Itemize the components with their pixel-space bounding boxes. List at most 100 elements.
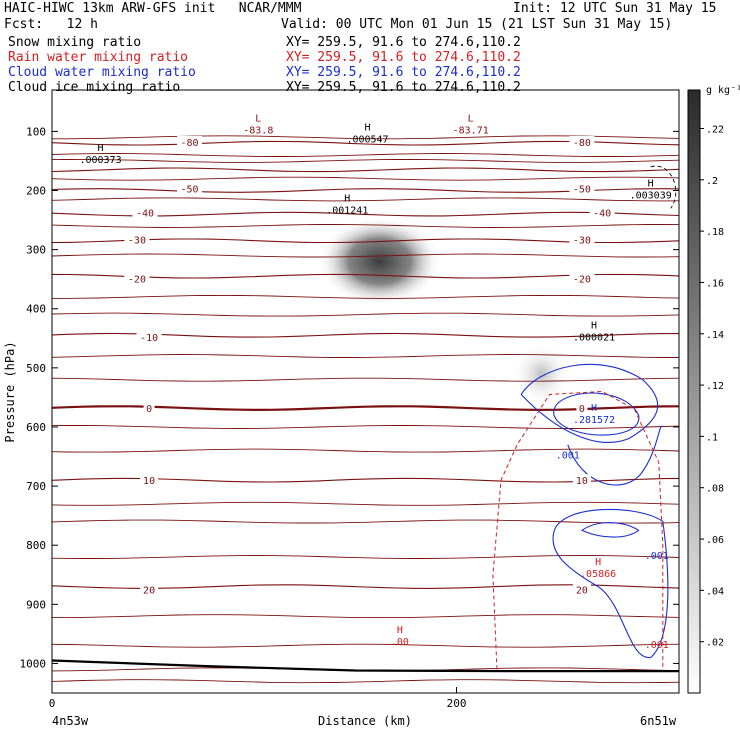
- isotherm-minor: [52, 501, 679, 506]
- y-tick-label: 400: [26, 303, 46, 316]
- extremum-value: .001241: [326, 205, 368, 216]
- isotherm-label-bg: [177, 136, 203, 149]
- isotherm-label: 10: [576, 476, 588, 487]
- y-tick-label: 500: [26, 362, 46, 375]
- y-tick-label: 300: [26, 244, 46, 257]
- isotherm-minor: [52, 224, 679, 228]
- isotherm-minor: [52, 197, 679, 202]
- x-tick-label: 0: [49, 697, 56, 710]
- colorbar: .02 .04 .06 .08 .1 .12 .14 .16 .18 .2 .22 g kg⁻¹: [687, 85, 740, 694]
- isotherm-minor: [52, 643, 679, 648]
- x-start-location: 4n53w: [52, 714, 89, 728]
- x-axis-label: Distance (km): [318, 714, 412, 728]
- x-end-location: 6n51w: [640, 714, 677, 728]
- field-cloudwater-xy: XY= 259.5, 91.6 to 274.6,110.2: [286, 65, 521, 80]
- isotherm-label-bg: [177, 182, 203, 195]
- isotherm-minor: [52, 425, 679, 429]
- field-rain-xy: XY= 259.5, 91.6 to 274.6,110.2: [286, 50, 521, 65]
- isotherm-label-bg: [124, 233, 150, 246]
- isotherm-minor: [52, 679, 679, 684]
- extremum-mark: H: [98, 143, 104, 154]
- isotherm-minor: [52, 294, 679, 299]
- isotherm-0: [52, 405, 679, 412]
- isotherm-minor: [52, 176, 679, 181]
- y-tick-label: 800: [26, 539, 46, 552]
- cloud-water-contour-upper: [520, 363, 659, 443]
- extremum-mark: L: [468, 113, 474, 124]
- terrain-line: [52, 659, 679, 673]
- cloud-water-contour-tail: [567, 425, 664, 486]
- y-tick-label: 900: [26, 598, 46, 611]
- isotherm-label-bg: [143, 402, 155, 415]
- extremum-mark: H: [595, 557, 601, 568]
- isotherm-label: -40: [136, 208, 154, 219]
- extremum-value: .00: [391, 637, 409, 648]
- isotherm-label-bg: [569, 272, 595, 285]
- isotherm-label-bg: [124, 272, 150, 285]
- extremum-value: -83.71: [453, 125, 489, 136]
- plot-frame: [51, 89, 680, 694]
- isotherm-minor: [52, 519, 679, 524]
- isotherm-minor: [52, 448, 679, 453]
- isotherm-label-bg: [132, 206, 158, 219]
- isotherm-label: 0: [579, 404, 585, 415]
- rain-water-contour: [492, 390, 664, 670]
- colorbar-tick-label: .04: [706, 586, 724, 597]
- isotherm-minor: [52, 153, 679, 157]
- isotherm-label: -80: [181, 138, 199, 149]
- field-cloudice-xy: XY= 259.5, 91.6 to 274.6,110.2: [286, 80, 521, 95]
- isotherm-minor: [52, 377, 679, 382]
- extremum-value: .001: [645, 640, 669, 651]
- isotherm-label: -30: [128, 236, 146, 247]
- y-tick-label: 600: [26, 421, 46, 434]
- colorbar-tick-label: .14: [706, 330, 724, 341]
- cloud-water-contour-inner: [553, 392, 640, 436]
- isotherm-label: -10: [140, 333, 158, 344]
- field-cloudwater-name: Cloud water mixing ratio: [8, 65, 196, 80]
- isotherm-minor: [52, 614, 679, 619]
- y-tick-label: 1000: [20, 657, 47, 670]
- colorbar-tick-label: .06: [706, 535, 724, 546]
- extremum-mark: H: [591, 320, 597, 331]
- isotherm-label: -40: [593, 208, 611, 219]
- colorbar-tick-label: .12: [706, 381, 724, 392]
- isotherm-label-bg: [136, 331, 162, 344]
- isotherm-minor: [52, 312, 679, 317]
- field-cloudice-name: Cloud ice mixing ratio: [8, 80, 181, 95]
- isotherm-minor: [52, 135, 679, 140]
- x-tick-label: 200: [447, 697, 467, 710]
- y-axis-label: Pressure (hPa): [3, 341, 17, 442]
- cloud-water-contour-core: [580, 522, 640, 538]
- cloud-ice-contour: [650, 165, 677, 209]
- extremum-value: .003039: [630, 191, 672, 202]
- colorbar-tick-label: .02: [706, 638, 724, 649]
- hydrometeor-shading-1: [511, 341, 572, 406]
- field-snow-name: Snow mixing ratio: [8, 35, 142, 50]
- isotherm-label-bg: [572, 474, 591, 487]
- colorbar-tick-label: .1: [706, 432, 718, 443]
- colorbar-unit-label: g kg⁻¹: [706, 85, 740, 96]
- colorbar-tick-label: .22: [706, 124, 724, 135]
- isotherm-label: 0: [146, 404, 152, 415]
- isotherm-label-bg: [569, 136, 595, 149]
- isotherm-label: 20: [576, 586, 588, 597]
- extremum-value: .281572: [573, 415, 615, 426]
- isotherm-label: -30: [573, 236, 591, 247]
- isotherm-label-bg: [569, 233, 595, 246]
- isotherm-label: -20: [573, 275, 591, 286]
- colorbar-tick-label: .16: [706, 278, 724, 289]
- isotherm-minor: [52, 253, 679, 258]
- isotherm-minor: [52, 354, 679, 358]
- isotherm-label-bg: [140, 474, 159, 487]
- isotherm--60: [52, 167, 679, 173]
- isotherm-label-bg: [572, 583, 591, 596]
- extremum-mark: H: [344, 193, 350, 204]
- colorbar-tick-label: .18: [706, 227, 724, 238]
- isotherm-label: 20: [143, 586, 155, 597]
- init-time: Init: 12 UTC Sun 31 May 15: [513, 1, 717, 16]
- isotherm-label-bg: [589, 206, 615, 219]
- extremum-value: -83.8: [243, 125, 273, 136]
- isotherm-label-bg: [569, 182, 595, 195]
- isotherm-label: -80: [573, 138, 591, 149]
- y-tick-label: 100: [26, 125, 46, 138]
